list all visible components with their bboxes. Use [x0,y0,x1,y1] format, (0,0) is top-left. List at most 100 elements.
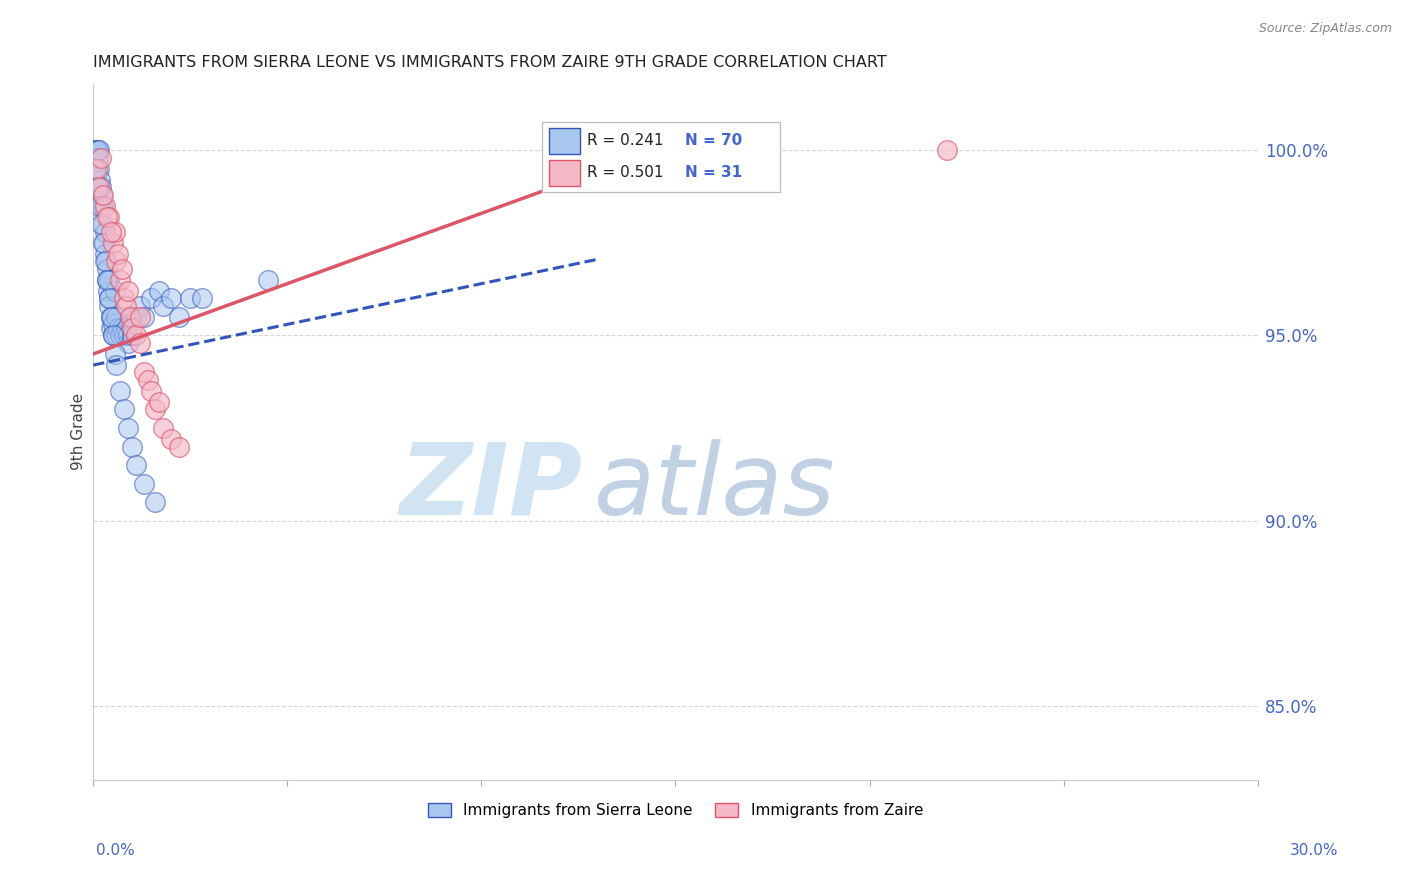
Point [117,328,139,343]
Point [94,247,117,261]
Point [191,292,214,306]
Point [91,187,114,202]
Point [125,458,148,472]
Point [84,144,107,158]
Point [141,292,163,306]
Point [87,199,110,213]
Point [90,199,112,213]
Point [101,310,124,324]
Point [117,335,139,350]
Point [94,199,117,213]
Point [93,235,115,250]
Point [936,144,959,158]
Point [97,284,120,298]
Point [257,273,280,287]
Point [96,273,118,287]
Point [110,384,132,398]
Point [100,310,122,324]
Point [125,310,148,324]
Point [105,310,128,324]
Point [111,261,134,276]
Text: IMMIGRANTS FROM SIERRA LEONE VS IMMIGRANTS FROM ZAIRE 9TH GRADE CORRELATION CHAR: IMMIGRANTS FROM SIERRA LEONE VS IMMIGRAN… [93,55,887,70]
Point [148,284,170,298]
Point [136,373,159,387]
Point [103,225,125,239]
Point [87,144,110,158]
Point [121,321,143,335]
Point [87,144,110,158]
Point [87,151,110,165]
Point [112,402,135,417]
Point [89,173,111,187]
Text: Source: ZipAtlas.com: Source: ZipAtlas.com [1258,22,1392,36]
Point [117,421,139,435]
Point [97,292,120,306]
Point [96,210,118,224]
Point [105,254,128,268]
Point [152,421,174,435]
Point [141,384,163,398]
Point [121,328,143,343]
Point [84,161,107,176]
Point [105,358,128,372]
Point [91,199,114,213]
Point [94,254,117,268]
Point [90,151,112,165]
Point [96,273,118,287]
Point [179,292,201,306]
Point [107,247,129,261]
Point [101,235,124,250]
Point [167,440,190,454]
Text: ZIP: ZIP [399,439,582,536]
Point [94,254,117,268]
Point [84,144,107,158]
Point [110,273,132,287]
Point [112,328,135,343]
Point [152,299,174,313]
Y-axis label: 9th Grade: 9th Grade [72,393,86,470]
Point [101,328,124,343]
Point [91,218,114,232]
Point [98,299,121,313]
Legend: Immigrants from Sierra Leone, Immigrants from Zaire: Immigrants from Sierra Leone, Immigrants… [422,797,929,824]
Point [121,310,143,324]
Point [117,284,139,298]
Point [115,321,138,335]
Point [125,328,148,343]
Point [103,347,125,361]
Point [132,476,155,491]
Point [112,292,135,306]
Point [110,328,132,343]
Point [100,225,122,239]
Point [96,261,118,276]
Point [97,210,120,224]
Point [159,292,181,306]
Point [148,395,170,409]
Point [143,495,166,509]
Point [101,318,124,332]
Text: 30.0%: 30.0% [1291,843,1339,858]
Point [105,328,128,343]
Point [90,187,112,202]
Point [97,273,120,287]
Point [128,310,150,324]
Point [103,284,125,298]
Point [132,310,155,324]
Point [159,432,181,446]
Point [91,235,114,250]
Text: atlas: atlas [593,439,835,536]
Point [132,366,155,380]
Point [107,321,129,335]
Point [120,310,142,324]
Point [87,180,110,194]
Point [90,180,112,194]
Point [121,440,143,454]
Point [128,335,150,350]
Point [101,328,124,343]
Point [87,161,110,176]
Point [94,225,117,239]
Point [97,292,120,306]
Point [143,402,166,417]
Point [86,144,108,158]
Point [90,218,112,232]
